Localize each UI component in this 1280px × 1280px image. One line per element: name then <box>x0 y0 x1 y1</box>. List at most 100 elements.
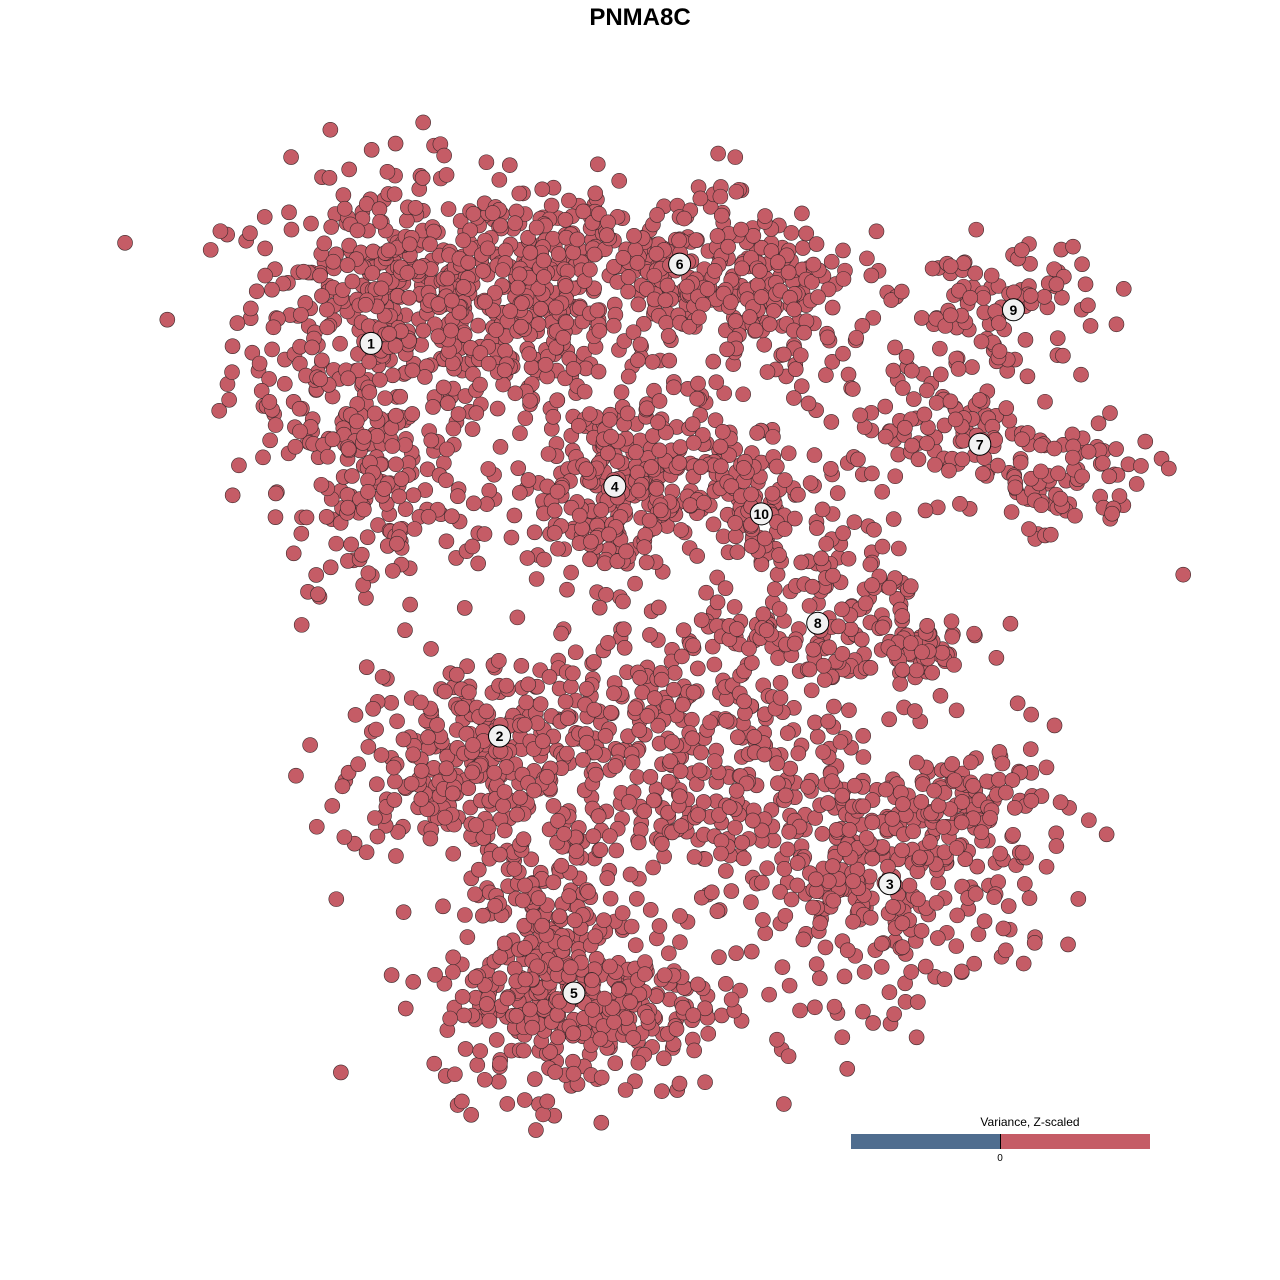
cell-point-cluster-4 <box>470 555 486 572</box>
cell-point-cluster-6 <box>455 279 472 295</box>
cell-point-cluster-7 <box>877 398 894 415</box>
cell-point-cluster-3 <box>795 931 812 948</box>
cell-point-cluster-3 <box>754 874 770 891</box>
cell-point-cluster-5 <box>684 711 700 728</box>
cell-point-cluster-1 <box>159 311 176 328</box>
cell-point-cluster-6 <box>357 297 374 313</box>
cell-point-cluster-8 <box>770 650 786 666</box>
cell-point-cluster-7 <box>954 451 971 468</box>
cluster-label-text: 3 <box>886 876 894 892</box>
cell-point-cluster-4 <box>512 425 528 442</box>
cell-point-cluster-7 <box>932 340 948 357</box>
cell-point-cluster-1 <box>399 265 416 281</box>
chart-title: PNMA8C <box>589 4 691 31</box>
cell-point-cluster-3 <box>1023 792 1040 809</box>
cell-point-cluster-5 <box>457 1041 474 1057</box>
cell-point-cluster-3 <box>1014 844 1031 861</box>
cell-point-cluster-5 <box>584 972 600 989</box>
cell-point-cluster-8 <box>907 703 923 719</box>
cell-point-cluster-3 <box>905 823 921 840</box>
cell-point-cluster-6 <box>511 185 528 202</box>
cell-point-cluster-5 <box>515 1042 532 1059</box>
cell-point-cluster-5 <box>517 877 533 894</box>
cell-point-cluster-6 <box>549 392 565 409</box>
cell-point-cluster-1 <box>322 121 339 138</box>
cluster-label-2: 2 <box>488 724 512 748</box>
cell-point-cluster-7 <box>1073 366 1089 383</box>
cell-point-cluster-6 <box>747 322 764 339</box>
cell-point-cluster-8 <box>840 550 857 567</box>
cell-point-cluster-6 <box>761 316 778 333</box>
cell-point-cluster-6 <box>690 375 706 392</box>
cell-point-cluster-2 <box>302 737 318 753</box>
cell-point-cluster-6 <box>555 329 572 346</box>
cell-point-cluster-7 <box>1137 433 1154 450</box>
cell-point-cluster-3 <box>948 840 965 856</box>
cell-point-cluster-6 <box>620 283 636 300</box>
cell-point-cluster-3 <box>917 958 934 975</box>
cell-point-cluster-4 <box>476 526 493 542</box>
cell-point-cluster-7 <box>897 420 913 436</box>
cell-point-cluster-5 <box>776 861 793 877</box>
cell-point-cluster-9 <box>1065 238 1081 255</box>
cell-point-cluster-2 <box>368 721 384 738</box>
cell-point-cluster-2 <box>374 669 391 685</box>
cell-point-cluster-5 <box>456 1007 472 1024</box>
cell-point-cluster-6 <box>632 336 649 353</box>
cell-point-cluster-1 <box>229 315 246 331</box>
cell-point-cluster-6 <box>477 293 493 310</box>
cell-point-cluster-8 <box>834 601 850 618</box>
cell-point-cluster-5 <box>608 842 625 859</box>
cell-point-cluster-9 <box>967 265 984 282</box>
cell-point-cluster-6 <box>756 336 773 353</box>
cell-point-cluster-4 <box>559 581 575 598</box>
cell-point-cluster-6 <box>722 294 739 310</box>
cell-point-cluster-3 <box>873 959 890 975</box>
cell-point-cluster-5 <box>539 769 555 785</box>
cell-point-cluster-5 <box>815 744 831 760</box>
cell-point-cluster-5 <box>607 1055 624 1071</box>
cell-point-cluster-4 <box>468 405 485 421</box>
cell-point-cluster-1 <box>231 457 247 474</box>
cell-point-cluster-5 <box>567 644 584 661</box>
cell-point-cluster-6 <box>727 313 744 329</box>
cell-point-cluster-5 <box>498 677 515 694</box>
cell-point-cluster-6 <box>810 289 826 305</box>
cell-point-cluster-5 <box>488 1032 505 1048</box>
cell-point-cluster-4 <box>550 540 566 557</box>
cell-point-cluster-9 <box>1115 281 1132 297</box>
cell-point-cluster-6 <box>522 392 538 409</box>
cell-point-cluster-1 <box>460 254 477 271</box>
cell-point-cluster-8 <box>822 460 839 477</box>
cell-point-cluster-4 <box>648 480 665 497</box>
cell-point-cluster-2 <box>358 844 375 861</box>
cell-point-cluster-6 <box>535 252 552 269</box>
cell-point-cluster-1 <box>251 355 268 372</box>
cell-point-cluster-7 <box>1033 497 1050 514</box>
cell-point-cluster-5 <box>706 753 723 769</box>
cell-point-cluster-4 <box>714 423 731 440</box>
cell-point-cluster-5 <box>491 652 507 669</box>
cell-point-cluster-10 <box>749 425 765 441</box>
cell-point-cluster-8 <box>815 657 832 674</box>
cell-point-cluster-6 <box>438 167 455 183</box>
cell-point-cluster-6 <box>626 228 642 244</box>
cell-point-cluster-10 <box>727 515 744 531</box>
cell-point-cluster-5 <box>637 966 653 982</box>
cell-point-cluster-3 <box>994 755 1011 772</box>
cell-point-cluster-8 <box>886 645 903 661</box>
cell-point-cluster-7 <box>975 465 991 482</box>
cell-point-cluster-8 <box>874 483 891 500</box>
cell-point-cluster-6 <box>590 363 607 380</box>
cell-point-cluster-5 <box>672 908 688 924</box>
cell-point-cluster-6 <box>599 227 615 243</box>
cell-point-cluster-5 <box>772 674 789 691</box>
cell-point-cluster-2 <box>403 775 420 792</box>
cell-point-cluster-3 <box>910 891 926 908</box>
cell-point-cluster-2 <box>444 785 461 802</box>
cell-point-cluster-2 <box>334 778 351 795</box>
cell-point-cluster-7 <box>823 414 840 430</box>
cell-point-cluster-8 <box>814 501 831 518</box>
cell-point-cluster-5 <box>717 580 734 596</box>
cell-point-cluster-5 <box>651 918 668 934</box>
